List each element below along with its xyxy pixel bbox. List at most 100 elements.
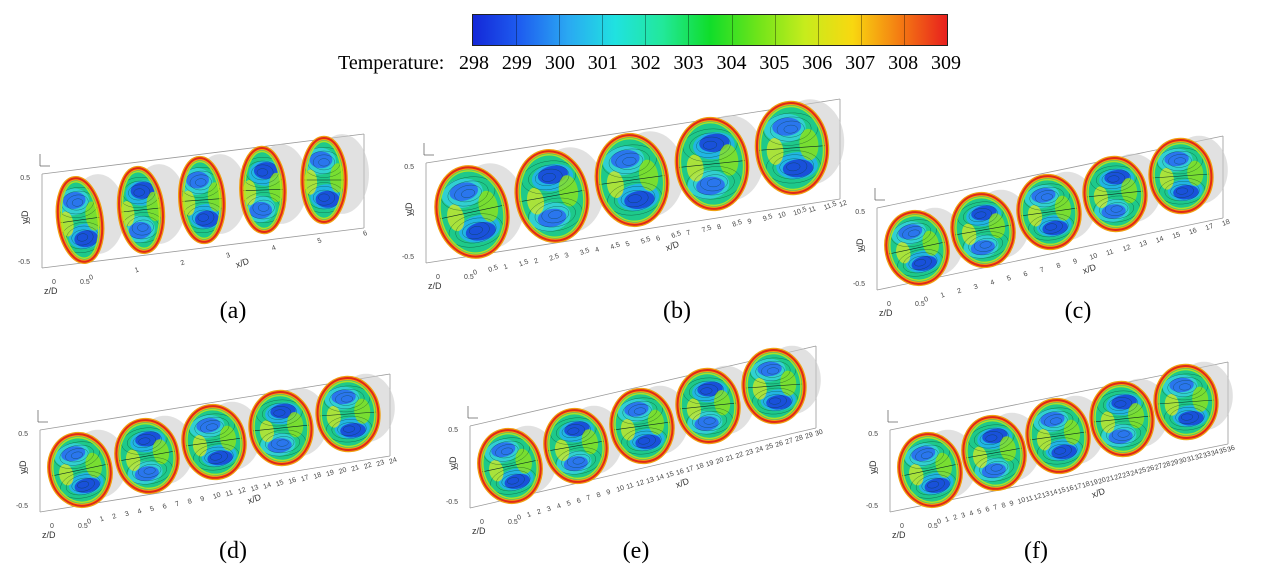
y-tick-label: 0.5 [404, 164, 414, 171]
temperature-contour [249, 201, 273, 219]
isotherm-line [1176, 187, 1189, 195]
x-tick-label: 0.5 [488, 264, 500, 274]
isotherm-line [189, 174, 212, 191]
y-axis-label: y/D [868, 460, 878, 474]
cross-section [674, 116, 750, 212]
x-tick-label: 26 [775, 440, 785, 449]
isotherm-line [627, 194, 642, 204]
isotherm-line [337, 422, 361, 436]
isotherm-line [205, 423, 218, 431]
colorbar-tick-label: 302 [630, 52, 661, 74]
isotherm-line [1023, 183, 1070, 211]
x-tick-label: 0 [472, 269, 478, 277]
isotherm-line [1111, 427, 1136, 441]
temperature-field [177, 158, 227, 242]
cross-section-rotated [543, 407, 609, 485]
isotherm-line [1028, 213, 1075, 241]
isotherm-line [1054, 447, 1067, 455]
isotherm-line [626, 430, 662, 452]
mid-plane-line [742, 383, 806, 389]
mid-plane-line [610, 421, 674, 431]
isotherm-line [143, 467, 156, 475]
isotherm-line [561, 424, 585, 438]
isotherm-line [501, 473, 525, 488]
x-tick-label: 0 [88, 274, 94, 282]
wall-ring-hot [1149, 139, 1213, 213]
cross-section [177, 155, 227, 245]
isotherm-line [1097, 390, 1144, 418]
x-tick-label: 0 [86, 518, 92, 526]
mid-plane-line [182, 437, 246, 447]
temperature-contour [686, 154, 704, 182]
isotherm-line [1162, 150, 1198, 171]
isotherm-line [1101, 172, 1126, 186]
x-tick-label: 1 [134, 267, 140, 275]
isotherm-line [1181, 413, 1194, 421]
isotherm-line [251, 164, 274, 181]
wall-ring-hot [478, 429, 542, 503]
isotherm-line [550, 417, 597, 445]
wall-ring-inner [1094, 385, 1150, 453]
isotherm-line [71, 477, 95, 492]
isotherm-line [700, 174, 728, 192]
colorbar-tick-label: 299 [501, 52, 532, 74]
isotherm-line [973, 454, 1020, 482]
isotherm-line [622, 400, 658, 422]
cross-section-rotated [594, 132, 670, 228]
isotherm-line [534, 201, 576, 228]
cross-section-rotated [884, 209, 950, 287]
temperature-field [754, 103, 830, 193]
temperature-contour [1164, 151, 1189, 167]
isotherm-line [608, 148, 650, 174]
temperature-contour [504, 473, 530, 489]
mid-plane-line [1017, 207, 1081, 217]
x-tick-label: 7.5 [701, 224, 713, 234]
isotherm-line [1038, 410, 1074, 432]
y-tick-label: 0 [454, 463, 458, 470]
x-tick-label: 24 [1130, 469, 1140, 478]
isotherm-line [697, 414, 722, 428]
temperature-contour [647, 409, 665, 435]
x-tick-label: 20 [715, 457, 725, 466]
temperature-contour [270, 403, 296, 419]
isotherm-line [1103, 393, 1138, 414]
x-tick-label: 13 [1041, 491, 1051, 500]
temperature-contour [924, 477, 950, 493]
wall-ring-hot [742, 349, 806, 423]
mid-plane-line [316, 411, 380, 417]
x-tick-label: 0 [936, 518, 942, 526]
panel-label-c: (c) [1064, 298, 1092, 324]
temperature-contour [563, 456, 588, 471]
isotherm-line [490, 467, 537, 495]
isotherm-line [1164, 181, 1200, 202]
y-axis-label: y/D [20, 210, 30, 224]
isotherm-line [77, 481, 90, 489]
isotherm-line [1163, 403, 1211, 431]
isotherm-line [468, 226, 483, 235]
isotherm-line [65, 448, 89, 463]
isotherm-line [256, 399, 303, 427]
temperature-contour [194, 210, 219, 228]
x-axis-label: x/D [1090, 486, 1107, 500]
isotherm-line [990, 464, 1003, 472]
x-tick-label: 9.5 [762, 213, 774, 223]
x-tick-label: 17 [1205, 223, 1215, 232]
x-tick-label: 12 [838, 200, 848, 209]
isotherm-line [979, 431, 1003, 445]
x-tick-label: 22 [1114, 473, 1124, 482]
isotherm-line [567, 454, 591, 468]
mid-plane-line [48, 463, 112, 477]
x-tick-label: 11 [225, 489, 234, 498]
wall-ring-inner [1158, 368, 1214, 436]
colorbar-division [817, 15, 819, 45]
temperature-contour [135, 431, 161, 447]
temperature-field [249, 392, 313, 464]
x-tick-label: 27 [784, 437, 794, 446]
cross-section-rotated [248, 389, 314, 467]
z-axis-label: z/D [42, 530, 56, 540]
wall-ring-inner [1021, 178, 1077, 246]
isotherm-line [302, 182, 346, 213]
isotherm-line [567, 427, 580, 435]
wall-ring-inner [439, 170, 505, 254]
